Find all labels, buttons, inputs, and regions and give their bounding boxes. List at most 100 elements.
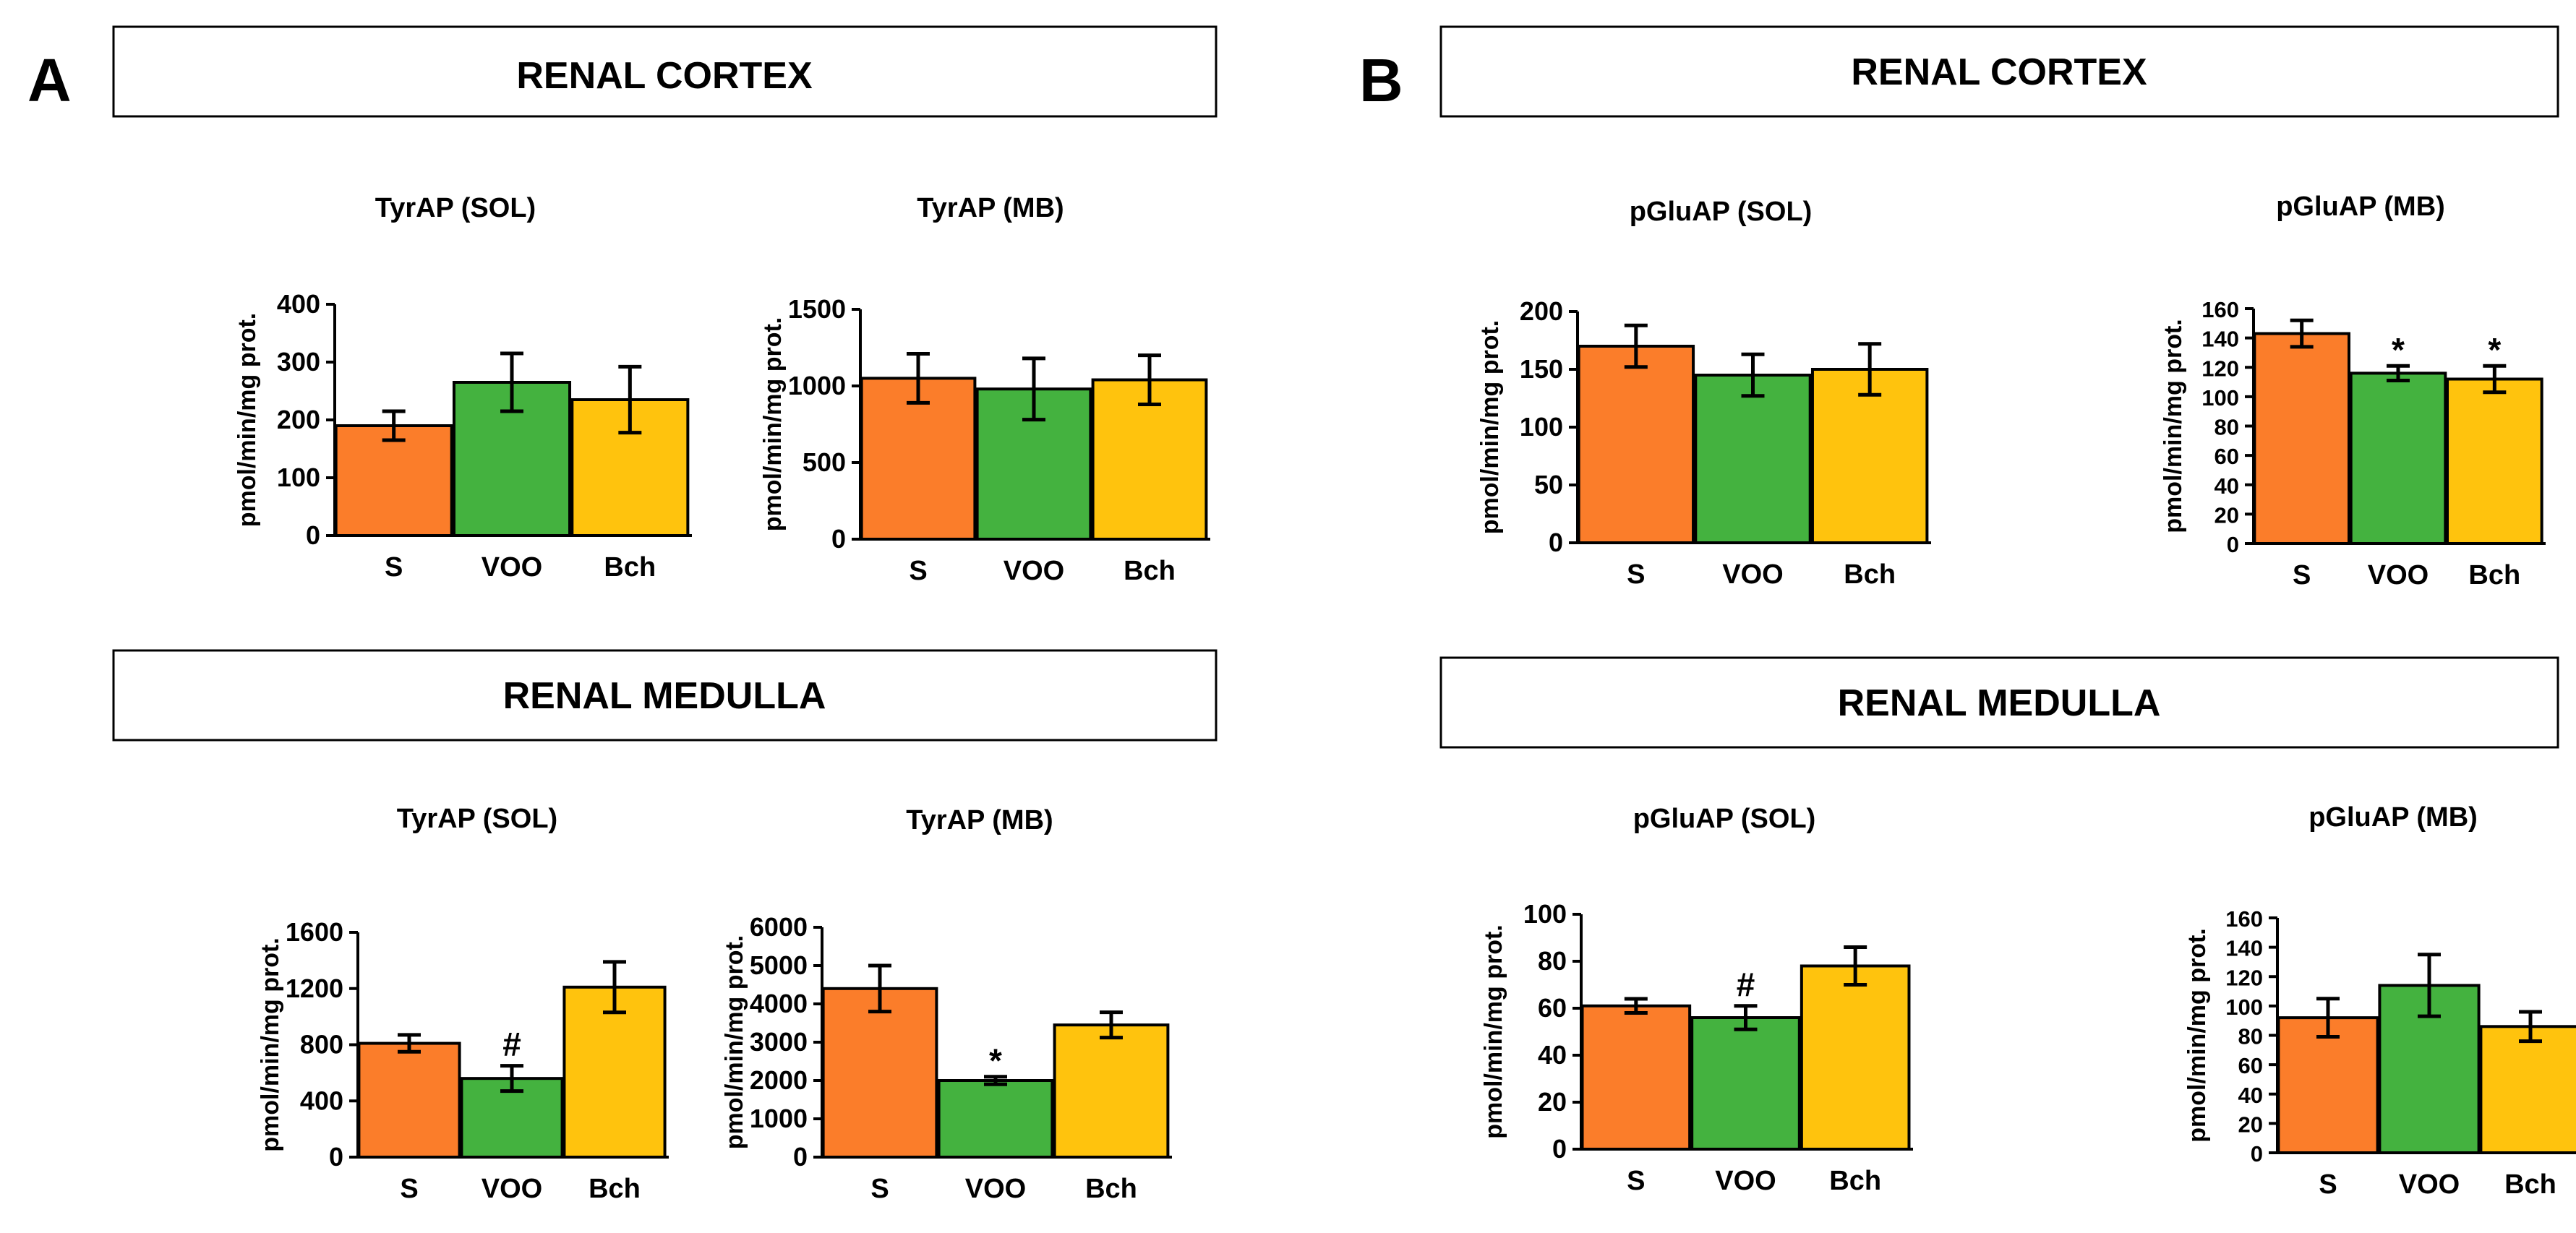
chart-a-medulla-sol: TyrAP (SOL) pmol/min/mg prot. #0 400 800 1200… — [257, 804, 669, 1204]
y-tick-label: 140 — [2201, 327, 2239, 352]
y-tick-label: 6000 — [750, 912, 808, 942]
error-bar-bch — [1138, 353, 1161, 406]
significance-mark: * — [2488, 331, 2501, 369]
y-tick-label: 80 — [2215, 415, 2239, 440]
y-tick-label: 1000 — [788, 371, 846, 400]
y-tick-label: 0 — [793, 1142, 808, 1172]
y-tick-label: 150 — [1520, 354, 1563, 384]
bar-voo — [1694, 374, 1812, 544]
y-axis-label: pmol/min/mg prot. — [234, 313, 261, 528]
error-bar-voo — [2418, 953, 2441, 1018]
x-tick-label-s: S — [2293, 560, 2311, 590]
y-tick-label: 80 — [1538, 946, 1567, 976]
error-bar-s — [398, 1033, 421, 1054]
bar-voo — [1690, 1016, 1801, 1151]
error-bar-s — [1624, 323, 1648, 369]
y-tick-label: 100 — [277, 463, 320, 492]
y-axis-label: pmol/min/mg prot. — [2183, 928, 2211, 1143]
chart-title: pGluAP (MB) — [2276, 192, 2445, 222]
y-tick-label: 0 — [329, 1142, 343, 1172]
x-tick-label-voo: VOO — [482, 552, 542, 583]
significance-mark: # — [1737, 966, 1755, 1003]
x-tick-label-s: S — [400, 1174, 418, 1204]
chart-title: TyrAP (SOL) — [397, 804, 557, 834]
y-tick-label: 400 — [300, 1086, 343, 1115]
error-bar-s — [907, 351, 930, 405]
error-bar-s — [382, 409, 406, 442]
y-tick-label: 60 — [2215, 444, 2239, 469]
y-tick-label: 60 — [2238, 1053, 2263, 1078]
x-tick-label-voo: VOO — [2399, 1169, 2460, 1200]
y-tick-label: 200 — [1520, 296, 1563, 326]
y-tick-label: 40 — [2238, 1083, 2263, 1108]
section-title-a-medulla: RENAL MEDULLA — [503, 675, 826, 717]
y-axis-label: pmol/min/mg prot. — [759, 317, 787, 532]
chart-title: pGluAP (MB) — [2308, 802, 2478, 833]
y-tick-label: 100 — [1523, 899, 1567, 929]
error-bar-s — [1624, 997, 1648, 1015]
y-tick-label: 100 — [2225, 994, 2263, 1020]
y-axis-label: pmol/min/mg prot. — [1476, 320, 1504, 535]
y-tick-label: 4000 — [750, 989, 808, 1018]
bar-s — [1580, 1004, 1692, 1151]
y-tick-label: 0 — [2251, 1141, 2263, 1167]
chart-a-medulla-mb: TyrAP (MB) pmol/min/mg prot. * 0 1000 2000 300… — [721, 805, 1172, 1204]
error-bar-bch — [1844, 945, 1867, 987]
error-bar-s — [2316, 997, 2340, 1039]
bar-s — [2253, 332, 2350, 545]
bar-bch — [1053, 1023, 1170, 1159]
bar-voo — [937, 1079, 1054, 1159]
x-tick-label-bch: Bch — [2504, 1169, 2556, 1200]
error-bar-bch — [1100, 1010, 1123, 1040]
significance-mark: * — [2392, 331, 2405, 369]
x-tick-label-voo: VOO — [965, 1174, 1026, 1204]
error-bar-s — [2290, 318, 2314, 349]
bar-bch — [1810, 368, 1929, 544]
y-tick-label: 160 — [2201, 297, 2239, 322]
significance-mark: * — [989, 1042, 1002, 1080]
x-tick-label-s: S — [2319, 1169, 2337, 1200]
y-tick-label: 60 — [1538, 993, 1567, 1023]
y-tick-label: 100 — [1520, 412, 1563, 442]
y-tick-label: 500 — [803, 447, 846, 477]
y-tick-label: 5000 — [750, 950, 808, 980]
x-tick-label-s: S — [1627, 1166, 1645, 1196]
y-axis-label: pmol/min/mg prot. — [257, 937, 284, 1152]
y-tick-label: 200 — [277, 405, 320, 434]
error-bar-bch — [618, 364, 642, 435]
bar-bch — [1091, 378, 1208, 541]
bar-bch — [2446, 377, 2543, 545]
panel-letter-b: B — [1359, 46, 1403, 114]
bar-s — [1577, 345, 1695, 544]
y-tick-label: 100 — [2201, 385, 2239, 411]
y-tick-label: 2000 — [750, 1065, 808, 1095]
y-tick-label: 1600 — [286, 917, 343, 947]
x-tick-label-s: S — [1627, 559, 1645, 590]
bar-bch — [562, 985, 667, 1159]
section-title-b-medulla: RENAL MEDULLA — [1838, 682, 2161, 724]
y-tick-label: 80 — [2238, 1024, 2263, 1049]
error-bar-voo — [500, 351, 523, 413]
bar-voo — [2349, 371, 2447, 545]
x-tick-label-voo: VOO — [482, 1174, 542, 1204]
y-tick-label: 0 — [1549, 528, 1563, 557]
section-title-b-cortex: RENAL CORTEX — [1851, 51, 2147, 93]
y-axis-label: pmol/min/mg prot. — [721, 935, 748, 1150]
bar-bch — [1800, 964, 1911, 1151]
x-tick-label-voo: VOO — [2368, 560, 2429, 590]
y-tick-label: 40 — [2215, 473, 2239, 499]
y-tick-label: 300 — [277, 347, 320, 377]
error-bar-bch — [2483, 364, 2507, 395]
error-bar-voo — [1741, 352, 1765, 398]
bar-s — [821, 987, 938, 1159]
section-box-a-cortex — [112, 25, 1218, 118]
error-bar-s — [868, 963, 891, 1014]
bar-bch — [2479, 1025, 2576, 1154]
x-tick-label-bch: Bch — [1844, 559, 1896, 590]
y-tick-label: 0 — [831, 524, 846, 554]
y-tick-label: 50 — [1534, 470, 1563, 499]
chart-title: TyrAP (SOL) — [375, 193, 536, 223]
chart-title: pGluAP (SOL) — [1633, 804, 1816, 834]
error-bar-voo — [500, 1064, 523, 1094]
